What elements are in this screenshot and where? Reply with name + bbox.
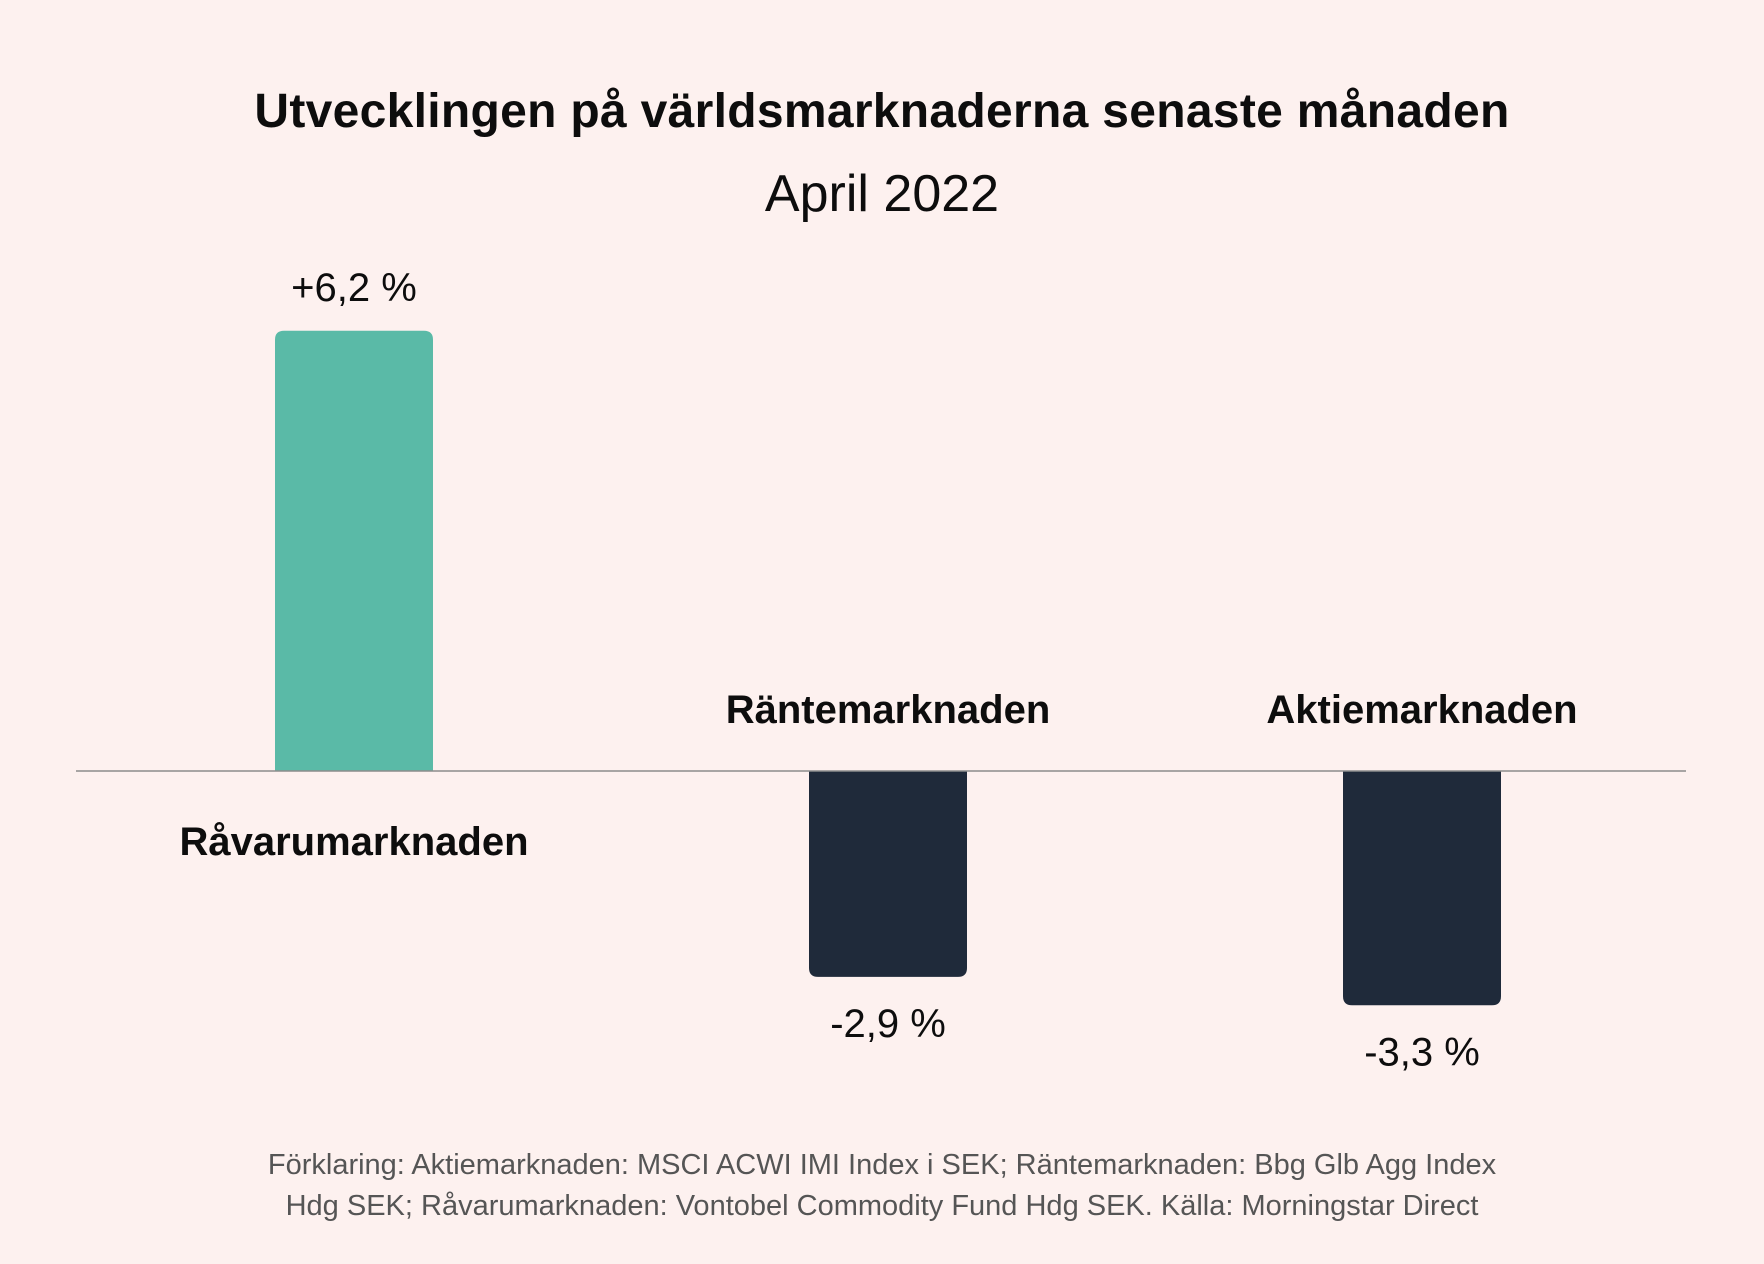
chart-subtitle: April 2022	[764, 165, 1000, 223]
footnote-line-2: Hdg SEK; Råvarumarknaden: Vontobel Commo…	[285, 1190, 1479, 1222]
chart-title: Utvecklingen på världsmarknaderna senast…	[254, 85, 1510, 138]
bar-3	[1343, 771, 1501, 1006]
footnote: Förklaring: Aktiemarknaden: MSCI ACWI IM…	[160, 1145, 1604, 1227]
category-label-1: Råvarumarknaden	[179, 820, 528, 864]
category-label-3: Aktiemarknaden	[1266, 688, 1577, 732]
footnote-line-1: Förklaring: Aktiemarknaden: MSCI ACWI IM…	[267, 1149, 1497, 1181]
category-label-2: Räntemarknaden	[726, 688, 1051, 732]
value-label-3: -3,3 %	[1364, 1030, 1480, 1074]
value-label-1: +6,2 %	[291, 266, 417, 310]
bar-1	[275, 330, 433, 771]
value-label-2: -2,9 %	[830, 1002, 946, 1046]
bar-2	[809, 771, 967, 977]
